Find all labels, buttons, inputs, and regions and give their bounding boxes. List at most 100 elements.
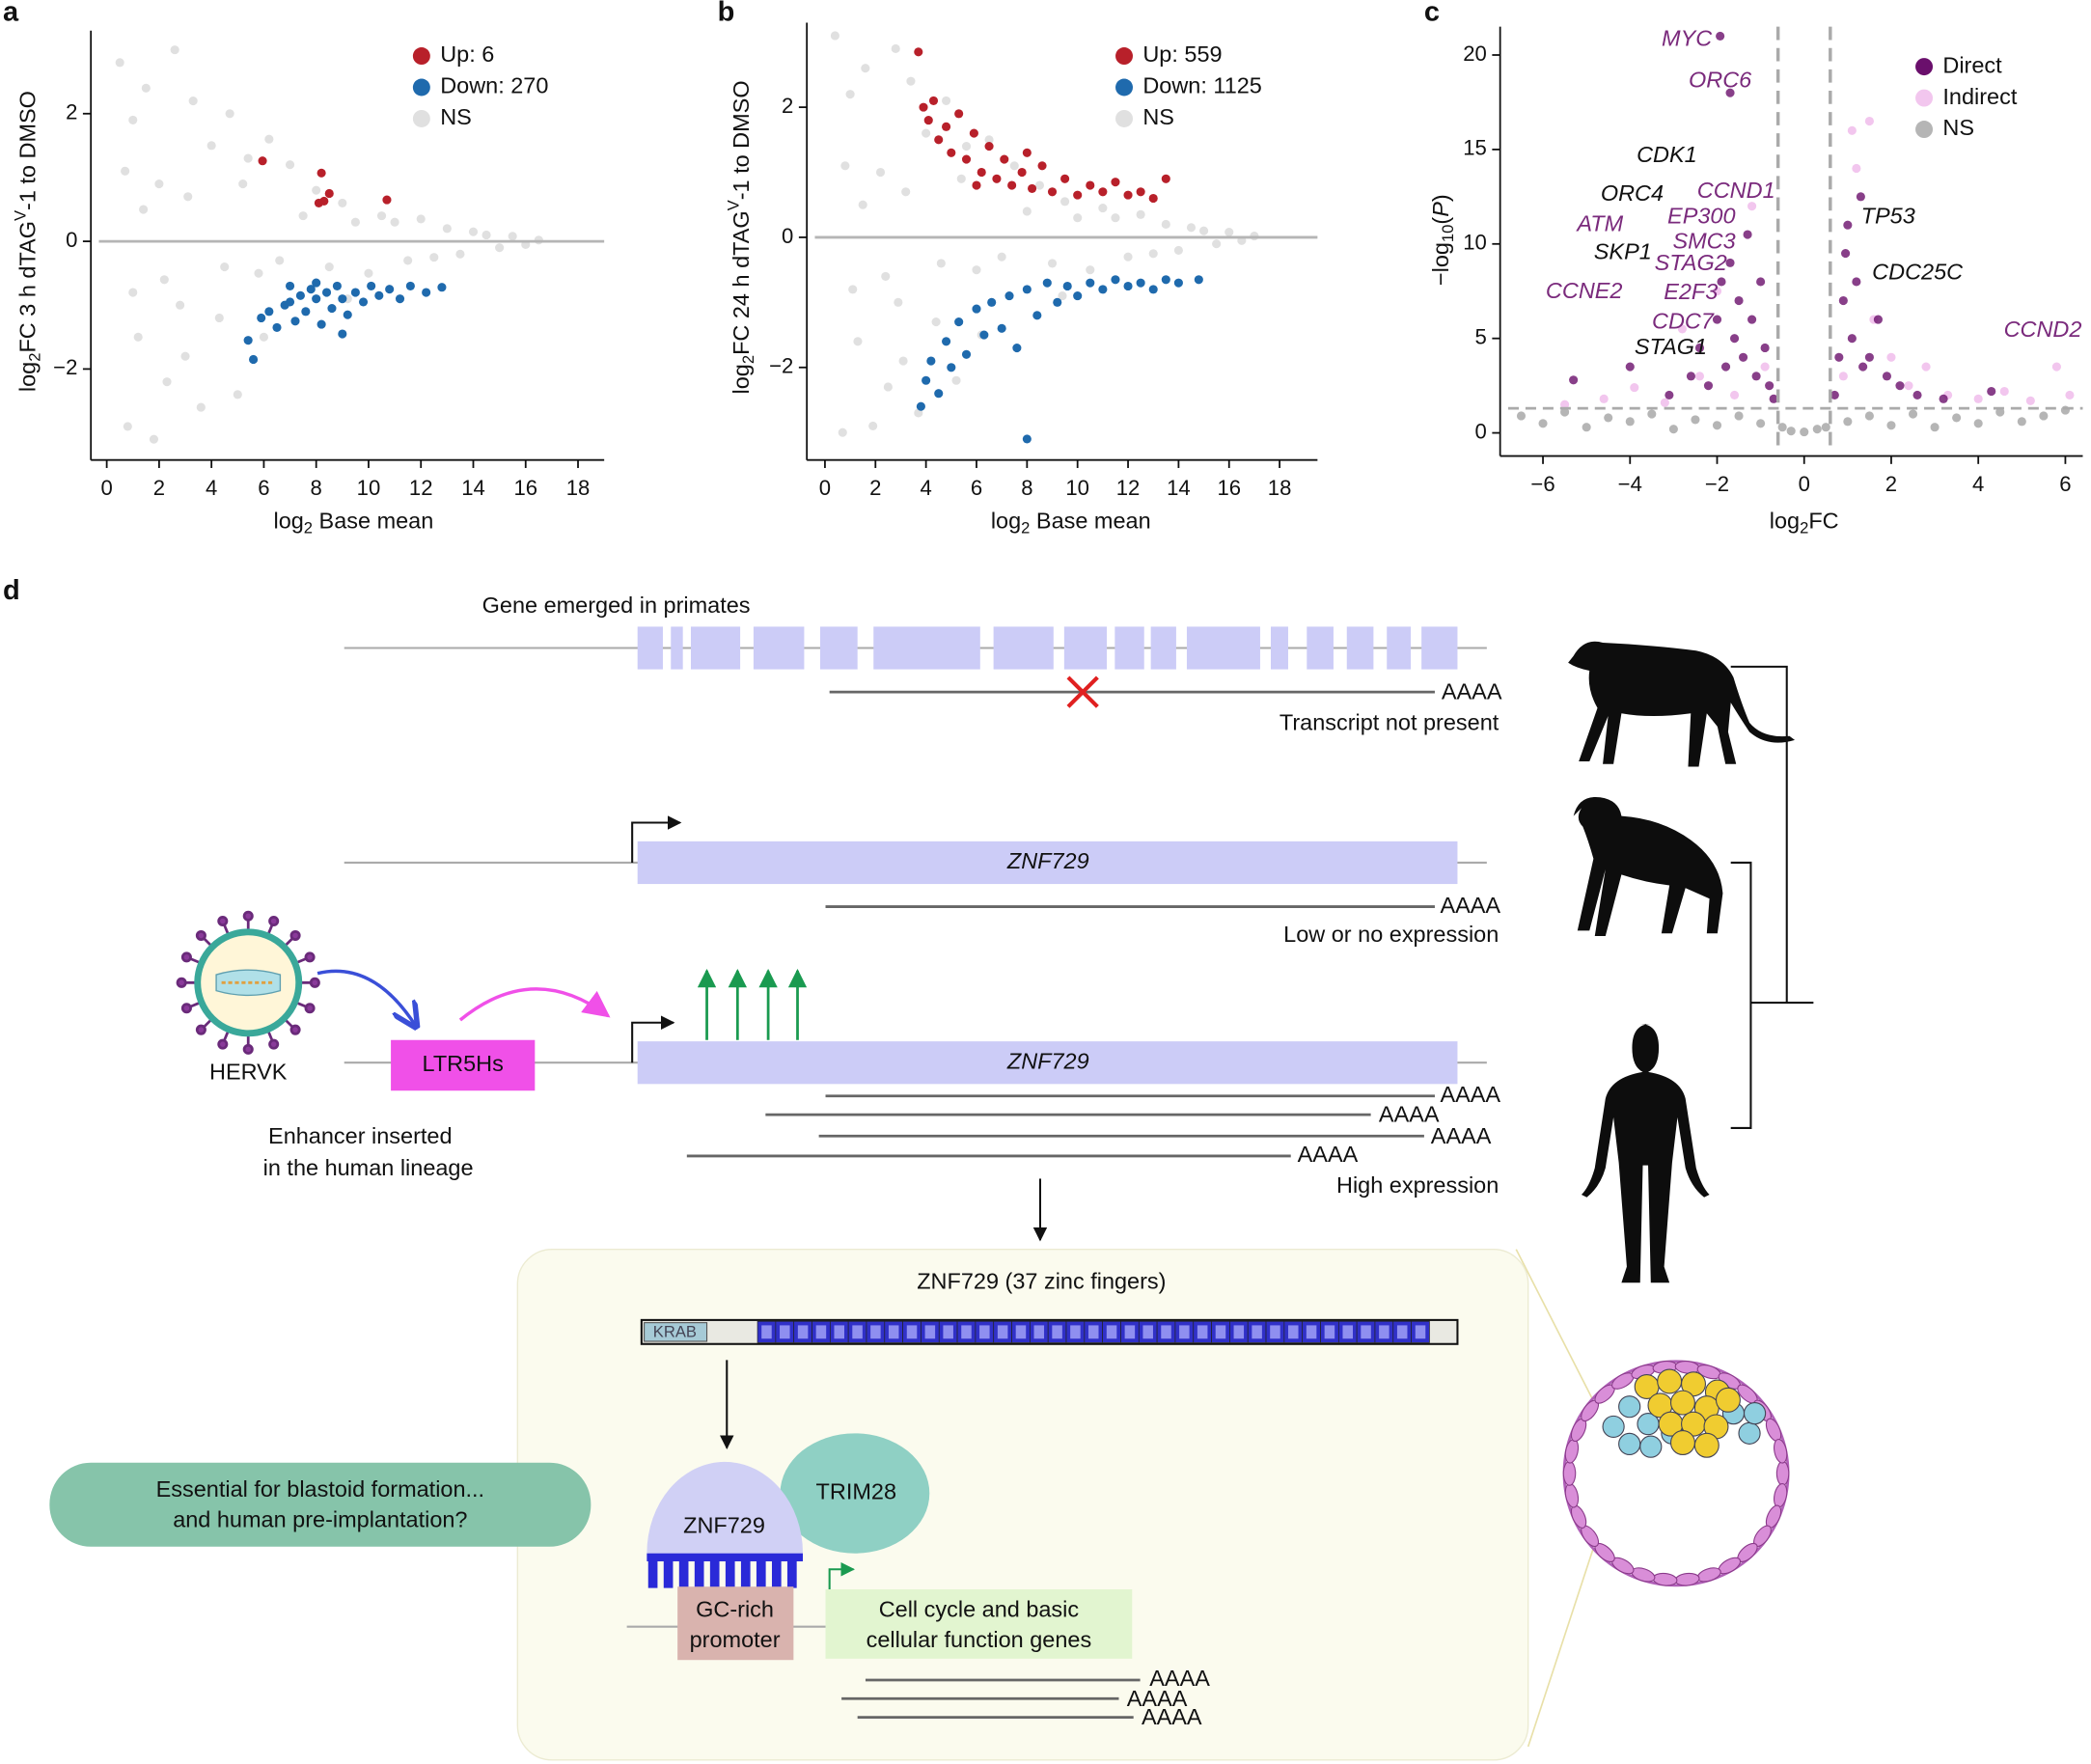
zinc-finger-inner — [1233, 1325, 1245, 1339]
zinc-finger-inner — [1252, 1325, 1262, 1339]
y-tick-label: 5 — [1475, 325, 1487, 349]
promoter-arrow — [631, 1015, 675, 1063]
x-tick-label: 14 — [1167, 476, 1191, 500]
point — [306, 285, 316, 294]
point — [1123, 252, 1133, 262]
legend-label: Up: 6 — [440, 41, 494, 67]
poly-a: AAAA — [1440, 893, 1500, 918]
point — [1136, 187, 1145, 197]
point — [2017, 417, 2026, 427]
epiblast-cell — [1693, 1432, 1720, 1458]
point — [332, 281, 342, 290]
x-tick-label: 0 — [819, 476, 831, 500]
legend-marker — [1115, 78, 1134, 96]
x-tick-label: 14 — [461, 476, 485, 500]
legend-marker — [1915, 121, 1934, 139]
zinc-finger-inner — [780, 1325, 790, 1339]
gene-label: EP300 — [1667, 203, 1735, 228]
point — [1073, 291, 1083, 301]
poly-a: AAAA — [1440, 1082, 1500, 1107]
gene-label: STAG2 — [1655, 250, 1727, 275]
point — [1786, 427, 1796, 436]
hypoblast-cell — [1618, 1432, 1641, 1455]
trim28 — [780, 1433, 930, 1554]
point — [2025, 396, 2035, 405]
exon — [1150, 626, 1176, 670]
point — [1012, 343, 1022, 353]
point — [838, 427, 847, 437]
promoter — [677, 1586, 794, 1661]
gene-label: SKP1 — [1594, 239, 1652, 264]
point — [906, 76, 916, 86]
point — [972, 180, 981, 190]
point — [1123, 281, 1133, 291]
point — [324, 188, 334, 199]
point — [894, 297, 903, 307]
chimp — [1573, 796, 1723, 936]
axis-title-part: V — [725, 200, 743, 210]
zinc-finger-inner — [888, 1325, 899, 1339]
x-tick-label: 4 — [206, 476, 217, 500]
point — [1111, 275, 1120, 285]
point — [275, 256, 285, 265]
x-tick-label: 4 — [920, 476, 931, 500]
epiblast-cell — [1715, 1387, 1741, 1413]
legend-label: NS — [1942, 115, 1974, 140]
point — [1694, 372, 1705, 381]
point — [133, 332, 143, 342]
y-tick-label: −2 — [769, 354, 793, 378]
axis-title: log2FC — [1770, 509, 1839, 537]
point — [1060, 174, 1070, 183]
point — [254, 268, 263, 278]
gene-label: ATM — [1575, 211, 1623, 236]
point — [159, 275, 169, 285]
point — [840, 161, 850, 171]
point — [1703, 381, 1714, 391]
exon — [1063, 626, 1108, 670]
point — [1199, 226, 1209, 235]
point — [437, 283, 447, 292]
poly-a: AAAA — [1142, 1704, 1202, 1729]
point — [2065, 390, 2075, 400]
activation-arrow — [458, 987, 611, 1022]
point — [1034, 180, 1044, 190]
exon — [1114, 626, 1144, 670]
axis-title-part: −log — [1428, 242, 1453, 286]
point — [954, 109, 964, 119]
point — [1691, 415, 1700, 425]
point — [1173, 245, 1183, 255]
zinc-finger-inner — [1415, 1325, 1426, 1339]
virus-label: HERVK — [209, 1059, 288, 1084]
point — [1852, 277, 1861, 287]
point — [881, 271, 891, 281]
axis-title-part: -1 to DMSO — [15, 91, 41, 210]
point — [1194, 275, 1203, 285]
point — [1760, 362, 1770, 372]
legend-marker — [412, 47, 430, 66]
point — [1042, 278, 1052, 288]
point — [1939, 394, 1948, 403]
x-tick-label: 2 — [153, 476, 165, 500]
x-tick-label: 16 — [1217, 476, 1241, 500]
legend-label: Direct — [1942, 52, 2002, 77]
point — [1756, 277, 1766, 287]
zinc-finger-inner — [1161, 1325, 1171, 1339]
point — [922, 375, 931, 385]
point — [1111, 178, 1120, 187]
point — [374, 290, 384, 300]
x-tick-label: 0 — [100, 476, 112, 500]
panel-label: d — [3, 575, 20, 606]
point — [1148, 249, 1158, 259]
x-tick-label: −2 — [1705, 472, 1729, 496]
point — [162, 377, 172, 387]
point — [139, 205, 149, 214]
zinc-finger-inner — [1070, 1325, 1081, 1339]
point — [1765, 381, 1775, 391]
x-tick-label: 0 — [1799, 472, 1810, 496]
exon — [1307, 626, 1334, 670]
axis-title-part: log — [991, 509, 1021, 534]
trophectoderm-cell — [1774, 1439, 1788, 1464]
legend-marker — [1915, 89, 1934, 107]
point — [1694, 343, 1705, 353]
